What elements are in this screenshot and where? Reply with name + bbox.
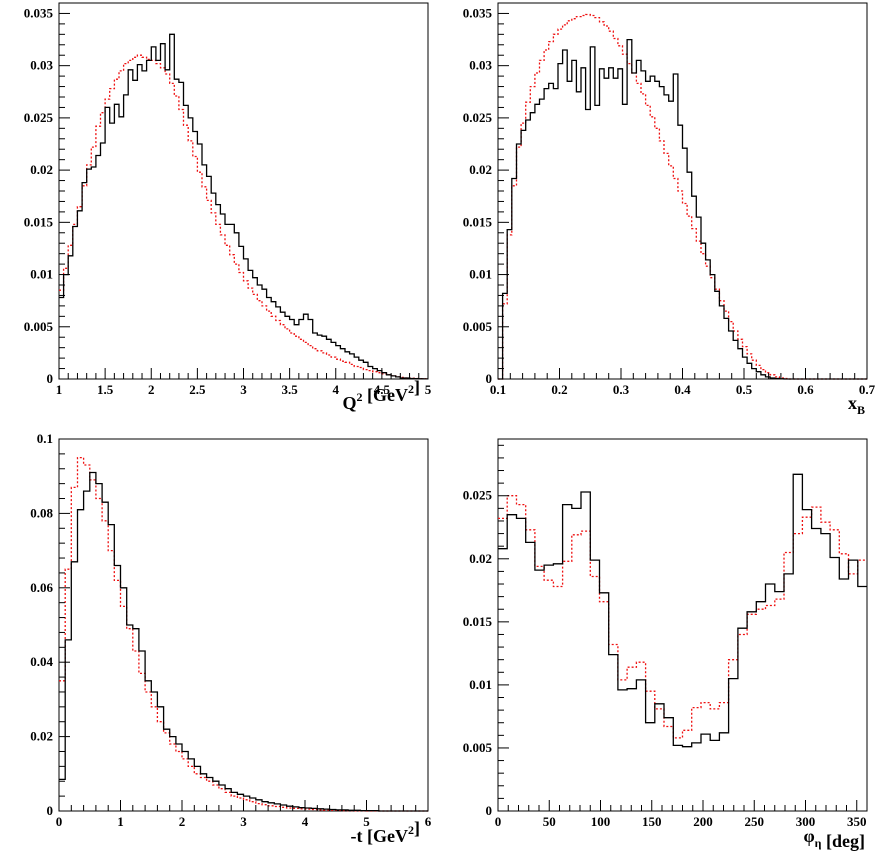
x-tick-label: 0.2	[551, 382, 567, 397]
x-tick-label: 0.3	[613, 382, 630, 397]
y-tick-label: 0.03	[30, 58, 53, 73]
x-tick-label: 6	[425, 814, 432, 829]
simulation-histogram	[498, 495, 867, 739]
x-axis-title: φη [deg]	[803, 826, 865, 851]
y-tick-label: 0.03	[469, 58, 492, 73]
y-tick-label: 0	[486, 803, 493, 818]
panel-xb-distribution: 0.1 0.2 0.3 0.4 0.5 0.6 0.7 0 0.005 0.01 0.015 0.02…	[463, 2, 876, 417]
x-tick-label: 300	[796, 814, 816, 829]
x-tick-label: 5	[363, 814, 370, 829]
y-tick-label: 0.1	[37, 431, 53, 446]
y-tick-label: 0.01	[469, 267, 492, 282]
data-histogram	[498, 473, 867, 748]
y-tick-label: 0.035	[463, 5, 493, 20]
x-tick-label: 3.5	[282, 382, 299, 397]
y-tick-label: 0.025	[463, 110, 493, 125]
x-tick-label: 2.5	[189, 382, 206, 397]
x-tick-label: 3	[240, 382, 247, 397]
x-tick-label: 0.5	[736, 382, 753, 397]
y-tick-label: 0.02	[30, 162, 53, 177]
y-tick-label: 0	[47, 371, 54, 386]
y-tick-label: 0.005	[24, 319, 54, 334]
x-tick-label: 0.1	[490, 382, 506, 397]
x-tick-label: 4	[302, 814, 309, 829]
x-tick-label: 50	[543, 814, 556, 829]
y-tick-label: 0.015	[24, 214, 54, 229]
x-tick-label: 0.6	[797, 382, 814, 397]
plot-frame	[58, 438, 429, 812]
x-tick-label: 3	[240, 814, 247, 829]
y-tick-label: 0.01	[469, 677, 492, 692]
simulation-histogram	[59, 456, 428, 812]
y-tick-label: 0.02	[469, 162, 492, 177]
x-tick-label: 0	[495, 814, 502, 829]
y-tick-label: 0.02	[30, 729, 53, 744]
data-histogram	[498, 38, 867, 380]
y-tick-label: 0.04	[30, 654, 53, 669]
x-tick-label: 150	[642, 814, 662, 829]
x-tick-label: 2	[148, 382, 155, 397]
simulation-histogram	[498, 13, 867, 380]
y-tick-label: 0.005	[463, 319, 493, 334]
x-tick-label: 1	[56, 382, 63, 397]
x-tick-label: 4	[333, 382, 340, 397]
y-tick-label: 0.035	[24, 5, 54, 20]
y-tick-label: 0.02	[469, 551, 492, 566]
x-tick-label: 2	[179, 814, 186, 829]
x-tick-label: 1	[117, 814, 124, 829]
panel-q2-distribution: 1 1.5 2 2.5 3 3.5 4 4.5 5 0 0.005 0.01 0.015 0.02 0.02…	[24, 2, 432, 413]
y-tick-label: 0.08	[30, 505, 53, 520]
x-tick-label: 100	[591, 814, 611, 829]
x-tick-label: 5	[425, 382, 432, 397]
y-tick-label: 0.06	[30, 580, 53, 595]
panel-phi-eta-distribution: 0 50 100 150 200 250 300 350 0 0.005 0.01 0.015 0.02…	[463, 438, 868, 851]
x-axis-title: Q2 [GeV2]	[343, 377, 421, 413]
panel-t-distribution: 0 1 2 3 4 5 6 0 0.02 0.04 0.06 0.08 0.1 -t [GeV2]	[30, 431, 432, 846]
x-axis-title: -t [GeV2]	[351, 818, 420, 846]
data-histogram	[59, 33, 428, 380]
y-tick-label: 0.015	[463, 614, 493, 629]
x-tick-label: 250	[745, 814, 765, 829]
y-tick-label: 0.025	[24, 110, 54, 125]
x-tick-label: 1.5	[97, 382, 114, 397]
plot-frame	[58, 2, 429, 380]
y-tick-label: 0.025	[463, 488, 493, 503]
y-tick-label: 0	[486, 371, 493, 386]
plot-frame	[497, 438, 868, 812]
data-histogram	[59, 471, 428, 812]
x-tick-label: 0.4	[674, 382, 691, 397]
simulation-histogram	[59, 54, 428, 380]
x-tick-label: 0	[56, 814, 63, 829]
y-tick-label: 0.015	[463, 214, 493, 229]
x-tick-label: 200	[693, 814, 713, 829]
x-tick-label: 350	[847, 814, 867, 829]
x-tick-label: 4.5	[374, 382, 391, 397]
y-tick-label: 0	[47, 803, 54, 818]
x-tick-label: 0.7	[859, 382, 876, 397]
y-tick-label: 0.01	[30, 267, 53, 282]
x-axis-title: xB	[848, 393, 865, 417]
y-tick-label: 0.005	[463, 740, 493, 755]
